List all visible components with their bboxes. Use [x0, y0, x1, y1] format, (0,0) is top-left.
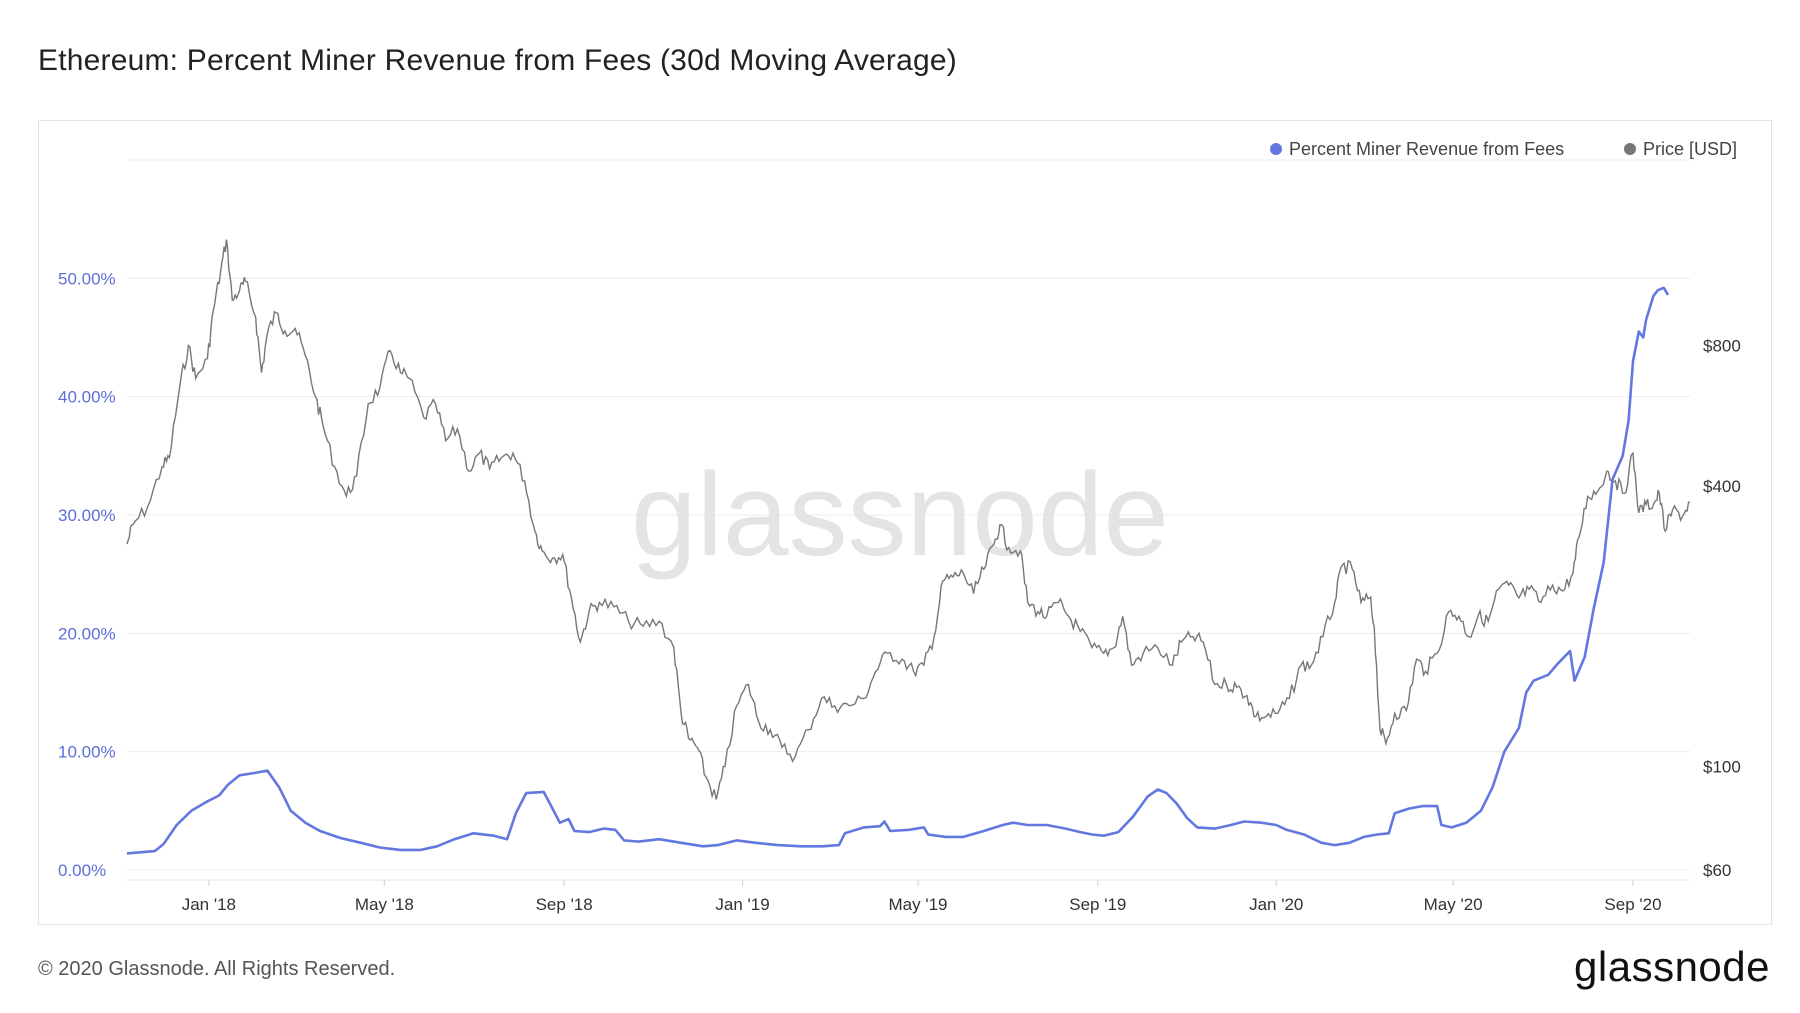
right-tick-label: $100 — [1703, 758, 1741, 777]
x-tick-label: Sep '18 — [536, 895, 593, 914]
left-tick-label: 40.00% — [58, 388, 116, 407]
x-tick-label: Jan '20 — [1249, 895, 1303, 914]
right-axis-labels: $60 $100 $400 $800 — [1703, 337, 1741, 880]
x-tick-label: May '18 — [355, 895, 414, 914]
fees-series-line — [126, 286, 1670, 855]
grid-lines — [127, 159, 1690, 871]
price-series-line — [126, 239, 1691, 800]
x-tick-label: May '20 — [1424, 895, 1483, 914]
legend-label: Percent Miner Revenue from Fees — [1289, 139, 1564, 159]
glassnode-logo[interactable]: glassnode — [1574, 943, 1770, 990]
right-tick-label: $400 — [1703, 477, 1741, 496]
chart-frame — [38, 120, 1772, 925]
copyright-footer: © 2020 Glassnode. All Rights Reserved. — [38, 958, 396, 980]
legend[interactable]: Percent Miner Revenue from Fees Price [US… — [1270, 139, 1737, 159]
x-tick-label: May '19 — [889, 895, 948, 914]
legend-dot-icon — [1270, 143, 1282, 155]
legend-item-fees[interactable]: Percent Miner Revenue from Fees — [1270, 139, 1564, 159]
legend-dot-icon — [1624, 143, 1636, 155]
right-tick-label: $60 — [1703, 861, 1731, 880]
left-tick-label: 50.00% — [58, 269, 116, 288]
left-tick-label: 0.00% — [58, 861, 106, 880]
x-tick-label: Jan '19 — [715, 895, 769, 914]
left-tick-label: 30.00% — [58, 506, 116, 525]
legend-label: Price [USD] — [1643, 139, 1737, 159]
left-tick-label: 20.00% — [58, 624, 116, 643]
x-tick-label: Sep '20 — [1604, 895, 1661, 914]
right-tick-label: $800 — [1703, 337, 1741, 356]
left-tick-label: 10.00% — [58, 743, 116, 762]
watermark: glassnode — [631, 449, 1169, 581]
legend-item-price[interactable]: Price [USD] — [1624, 139, 1737, 159]
left-axis-labels: 0.00% 10.00% 20.00% 30.00% 40.00% 50.00% — [58, 269, 116, 880]
chart-title: Ethereum: Percent Miner Revenue from Fee… — [38, 44, 957, 77]
x-tick-label: Jan '18 — [182, 895, 236, 914]
x-axis-labels: Jan '18 May '18 Sep '18 Jan '19 May '19 Sep '… — [182, 880, 1662, 914]
x-tick-label: Sep '19 — [1069, 895, 1126, 914]
